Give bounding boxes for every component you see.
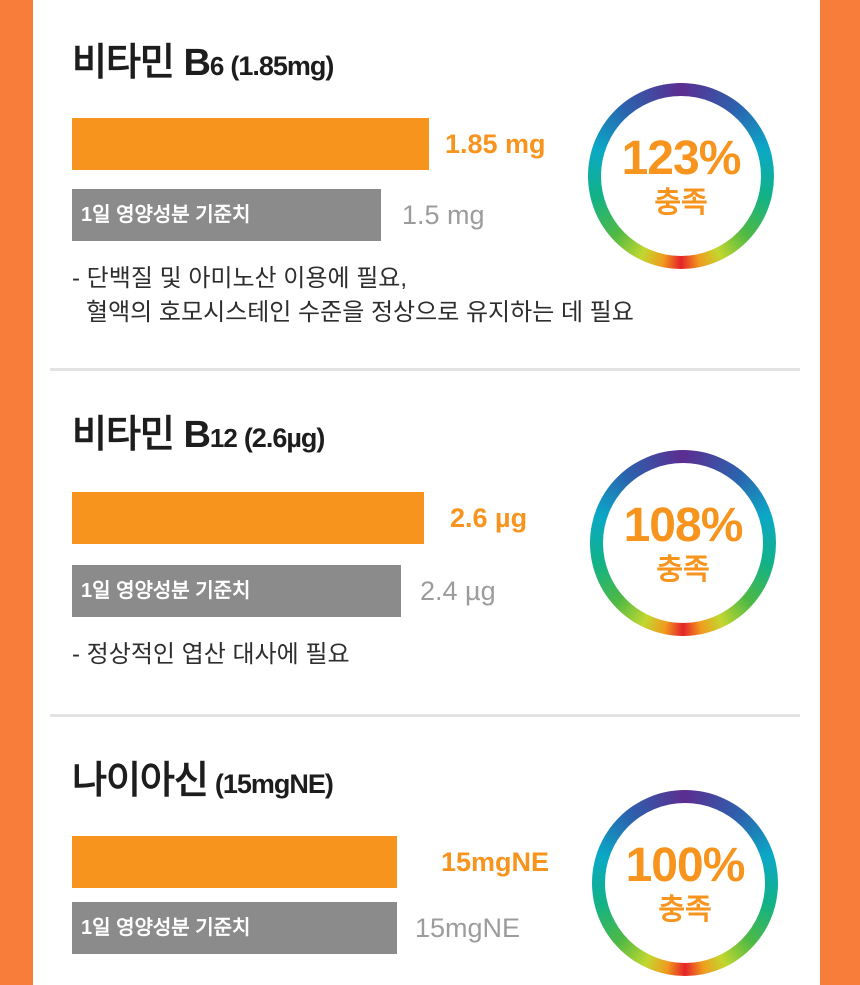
daily-standard-bar-label: 1일 영양성분 기준치 [81, 917, 251, 939]
description-line: - 단백질 및 아미노산 이용에 필요, [72, 265, 408, 292]
title-main: 나이아신 [72, 760, 209, 802]
percent-value: 100% [625, 838, 746, 892]
title-main: 비타민 B [72, 414, 211, 456]
amount-value-label: 1.85 mg [445, 129, 546, 159]
section-divider [50, 368, 800, 371]
daily-standard-bar: 1일 영양성분 기준치 [72, 565, 401, 617]
section-title: 비타민 B12 (2.6µg) [72, 412, 326, 463]
section-title: 나이아신 (15mgNE) [72, 758, 334, 809]
amount-value-label: 15mgNE [441, 847, 550, 877]
percent-value: 108% [623, 498, 744, 552]
title-subscript: 12 [209, 423, 238, 453]
amount-bar [72, 118, 429, 170]
title-amount: (2.6µg) [243, 423, 326, 453]
percent-badge: 123% 충족 [588, 83, 774, 269]
title-main: 비타민 B [72, 42, 211, 84]
daily-standard-bar: 1일 영양성분 기준치 [72, 902, 397, 954]
daily-standard-bar: 1일 영양성분 기준치 [72, 189, 381, 241]
percent-badge: 108% 충족 [590, 450, 776, 636]
percent-value: 123% [621, 131, 742, 185]
percent-caption: 충족 [654, 186, 708, 219]
amount-bar [72, 492, 424, 544]
percent-badge-inner: 123% 충족 [601, 96, 761, 256]
title-amount: (15mgNE) [214, 769, 334, 799]
percent-caption: 충족 [656, 553, 710, 586]
description: - 단백질 및 아미노산 이용에 필요, 혈액의 호모시스테인 수준을 정상으로… [72, 262, 634, 330]
percent-badge: 100% 충족 [592, 790, 778, 976]
description: - 정상적인 엽산 대사에 필요 [72, 638, 350, 672]
title-amount: (1.85mg) [230, 51, 334, 81]
section-divider [50, 714, 800, 717]
amount-value-label: 2.6 µg [450, 503, 528, 533]
daily-value-label: 2.4 µg [420, 576, 496, 606]
title-subscript: 6 [209, 51, 225, 81]
daily-standard-bar-label: 1일 영양성분 기준치 [81, 580, 251, 602]
percent-badge-inner: 108% 충족 [603, 463, 763, 623]
amount-bar [72, 836, 397, 888]
daily-value-label: 1.5 mg [402, 200, 485, 230]
percent-badge-inner: 100% 충족 [605, 803, 765, 963]
section-title: 비타민 B6 (1.85mg) [72, 40, 334, 91]
description-line: 혈액의 호모시스테인 수준을 정상으로 유지하는 데 필요 [86, 299, 634, 326]
daily-standard-bar-label: 1일 영양성분 기준치 [81, 204, 251, 226]
percent-caption: 충족 [658, 893, 712, 926]
description-line: - 정상적인 엽산 대사에 필요 [72, 641, 350, 668]
daily-value-label: 15mgNE [415, 913, 521, 943]
